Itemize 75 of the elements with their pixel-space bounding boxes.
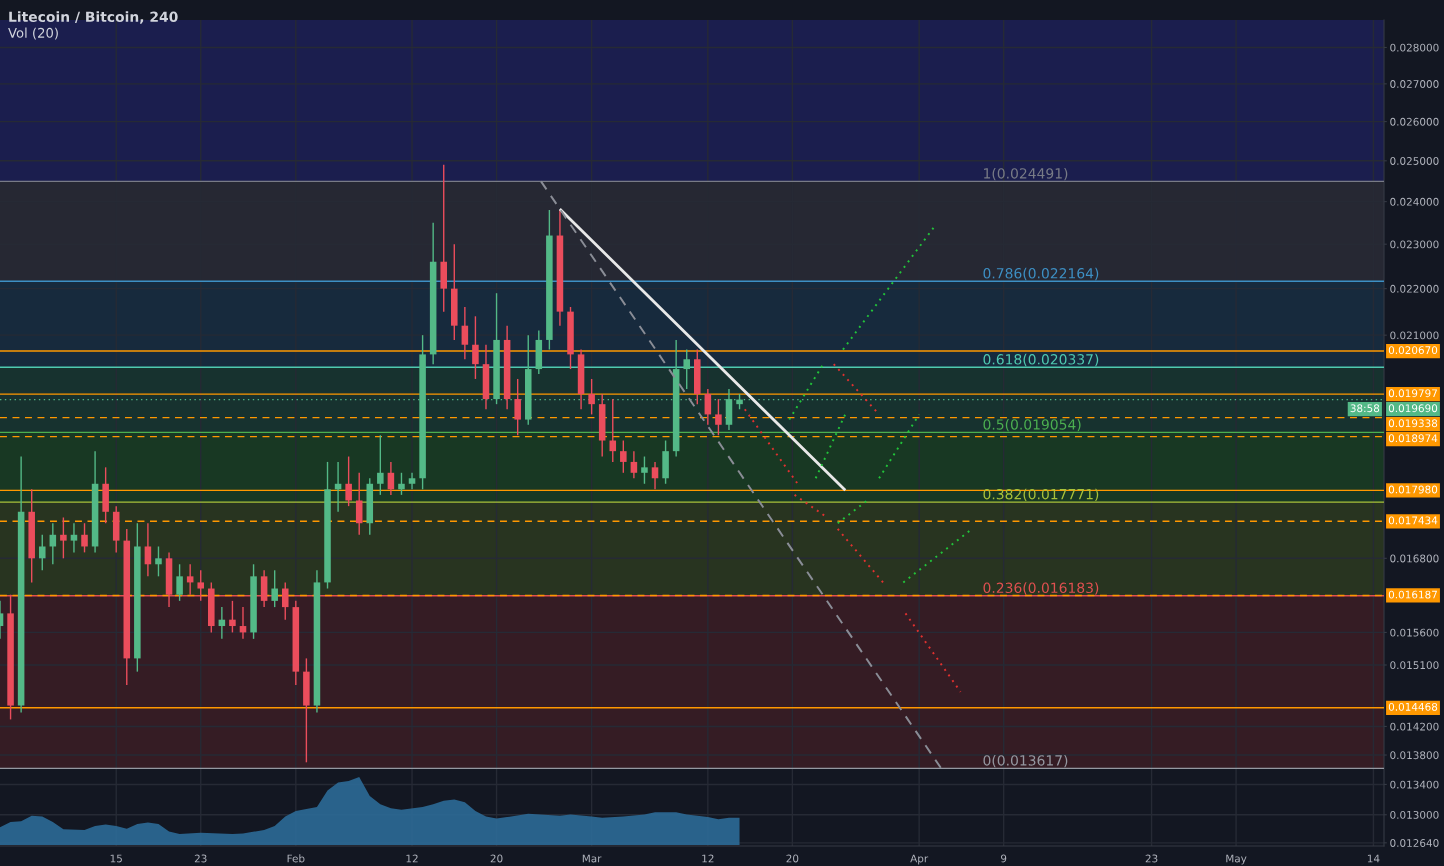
x-tick-label: Apr [910,854,929,865]
candlestick [630,450,638,479]
y-tick-label: 0.012640 [1390,839,1439,847]
annotation: 1(0.024491) [984,167,1068,181]
annotation: 0.382(0.017771) [983,488,1099,502]
x-tick-label: 23 [1145,854,1158,863]
ref-line-label: 0.019797 [1388,389,1437,398]
candlestick [229,600,236,634]
ref-line-label: 0.018974 [1388,434,1438,443]
candlestick [355,472,363,536]
y-tick-label: 0.024000 [1390,197,1439,206]
candlestick [472,315,479,380]
annotation: 0.786(0.022164) [983,267,1099,281]
annotation: 0.618(0.020337) [983,353,1099,367]
candlestick [377,434,384,496]
x-tick-label: 15 [110,854,122,863]
ref-line-label: 0.020670 [1388,346,1438,355]
candlestick [588,378,595,416]
y-tick-label: 0.013800 [1390,751,1439,760]
annotation: 0(0.013617) [983,754,1068,768]
candlestick [186,563,194,596]
y-tick-label: 0.021000 [1390,331,1439,340]
candlestick [38,534,46,571]
ref-line-label: 0.017980 [1388,485,1438,494]
candlestick [70,522,78,554]
candlestick [715,398,722,436]
candlestick [609,398,617,463]
candlestick [144,522,152,578]
x-tick-label: 20 [490,854,503,863]
candlestick [514,378,521,436]
y-tick-label: 0.025000 [1390,157,1439,165]
candlestick [60,516,67,560]
y-tick-label: 0.013400 [1390,780,1439,789]
x-tick-label: May [1226,854,1247,865]
x-tick-label: Mar [582,854,602,863]
x-tick-label: 23 [194,854,207,863]
annotation: 0.5(0.019054) [983,418,1081,432]
candlestick [620,439,627,474]
x-tick-label: 14 [1367,854,1380,863]
candlestick [461,306,469,360]
y-tick-label: 0.027000 [1390,80,1439,88]
candlestick [683,348,690,390]
x-tick-label: 20 [786,854,799,863]
y-tick-label: 0.023000 [1390,240,1439,249]
chart-title: Vol (20) [8,27,58,40]
y-tick-label: 0.015100 [1390,661,1439,670]
y-tick-label: 0.013000 [1390,810,1439,819]
candlestick [81,522,88,554]
chart-title: Litecoin / Bitcoin, 240 [9,11,178,24]
x-tick-label: 12 [406,854,418,863]
candlestick [281,581,289,621]
candlestick [704,388,712,426]
ref-line-label: 0.014468 [1388,702,1438,711]
x-tick-label: 9 [1001,854,1007,863]
candlestick [345,455,352,507]
annotation: 38:58 [1350,404,1380,413]
x-tick-label: Feb [287,854,305,863]
ref-line-label: 0.019338 [1388,419,1438,428]
candlestick [641,455,648,485]
annotation: 0.236(0.016183) [983,582,1099,595]
candlestick [155,545,162,578]
ref-line-label: 0.016187 [1388,590,1437,599]
y-tick-label: 0.015600 [1390,628,1439,637]
y-tick-label: 0.026000 [1390,117,1439,126]
y-tick-label: 0.014200 [1390,722,1439,731]
x-tick-label: 12 [702,854,714,863]
ref-line-label: 0.017434 [1388,516,1438,525]
y-tick-label: 0.028000 [1390,43,1439,52]
candlestick [398,472,405,496]
y-tick-label: 0.022000 [1390,284,1439,293]
candlestick [271,569,278,608]
candlestick [176,563,183,602]
y-tick-label: 0.016800 [1390,554,1439,563]
candlestick [651,461,659,491]
ref-line-label: 0.019690 [1388,404,1438,413]
